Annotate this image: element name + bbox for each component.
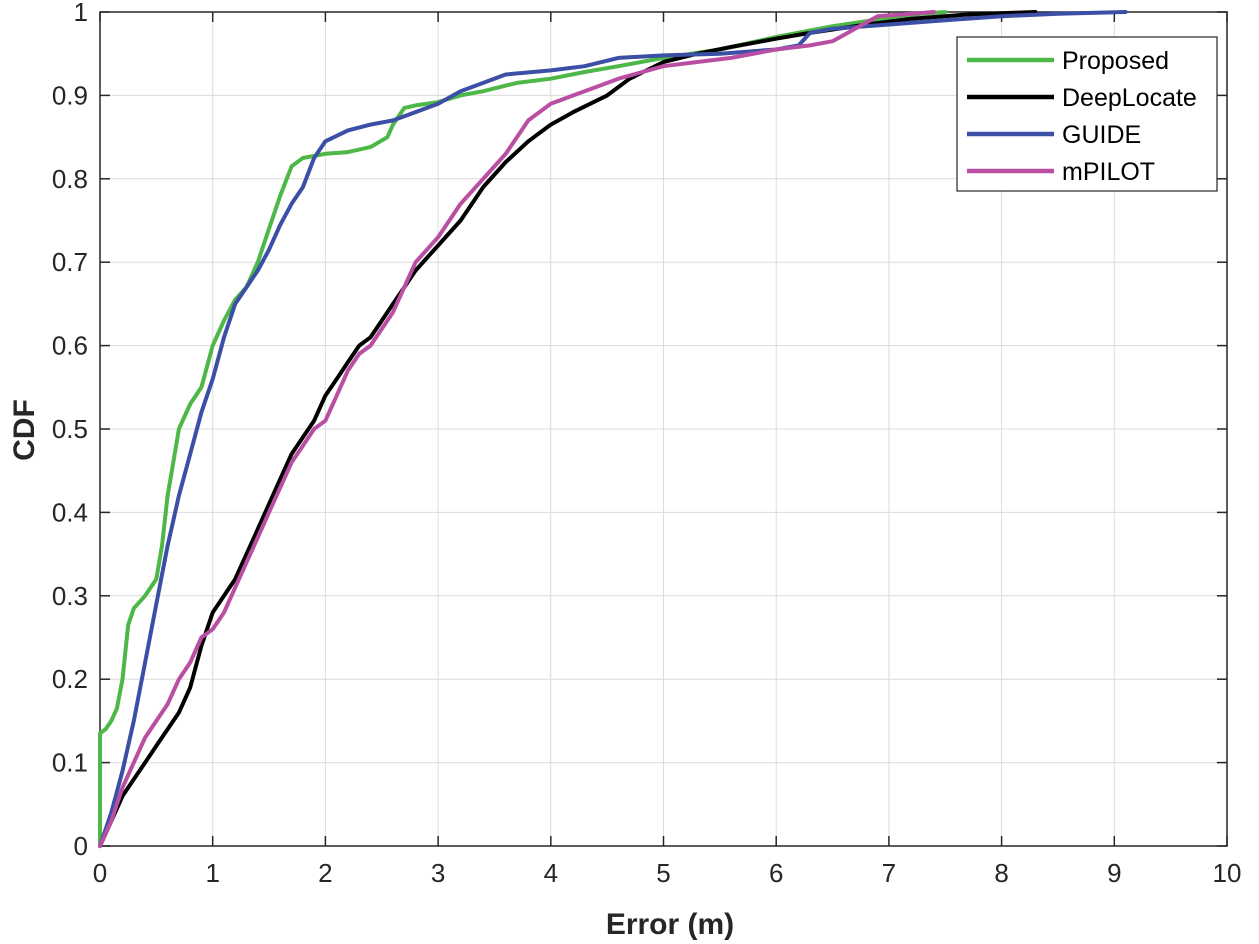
legend-box: [956, 36, 1218, 192]
y-tick-label: 0.7: [52, 247, 88, 277]
series-line-proposed: [98, 10, 948, 848]
x-tick-label: 9: [1107, 858, 1121, 888]
y-tick-label: 0.1: [52, 748, 88, 778]
y-tick-label: 0.4: [52, 497, 88, 527]
x-tick-label: 2: [318, 858, 332, 888]
y-tick-label: 0.3: [52, 581, 88, 611]
y-axis-label: CDF: [8, 399, 41, 461]
legend-entry-label: GUIDE: [1062, 121, 1141, 149]
y-tick-label: 0.6: [52, 331, 88, 361]
legend-entry-label: mPILOT: [1062, 158, 1155, 186]
x-tick-label: 10: [1213, 858, 1242, 888]
y-tick-label: 0.9: [52, 80, 88, 110]
x-tick-label: 8: [994, 858, 1008, 888]
legend: Proposed DeepLocate GUIDE mPILOT: [956, 36, 1218, 192]
series-lines: [98, 10, 1128, 848]
x-tick-label: 7: [882, 858, 896, 888]
x-axis-label: Error (m): [606, 908, 734, 941]
x-tick-label: 4: [544, 858, 558, 888]
x-tick-label: 6: [769, 858, 783, 888]
series-line-deeplocate: [98, 10, 1038, 848]
y-tick-label: 0.2: [52, 664, 88, 694]
y-tick-label: 1: [74, 0, 88, 27]
x-tick-label: 0: [93, 858, 107, 888]
x-tick-label: 3: [431, 858, 445, 888]
series-line-mpilot: [98, 10, 936, 848]
x-tick-label: 5: [656, 858, 670, 888]
legend-entry-label: Proposed: [1062, 47, 1169, 75]
y-tick-label: 0.5: [52, 414, 88, 444]
x-tick-label: 1: [205, 858, 219, 888]
tick-labels: 0 1 2 3 4 5 6 7 8 9 10 0 0.1 0.2 0.3 0.4 0.5 0.6 0.7 0.8 0.9…: [52, 0, 1242, 888]
legend-entry-label: DeepLocate: [1062, 84, 1197, 112]
y-tick-label: 0.8: [52, 164, 88, 194]
y-tick-label: 0: [74, 831, 88, 861]
